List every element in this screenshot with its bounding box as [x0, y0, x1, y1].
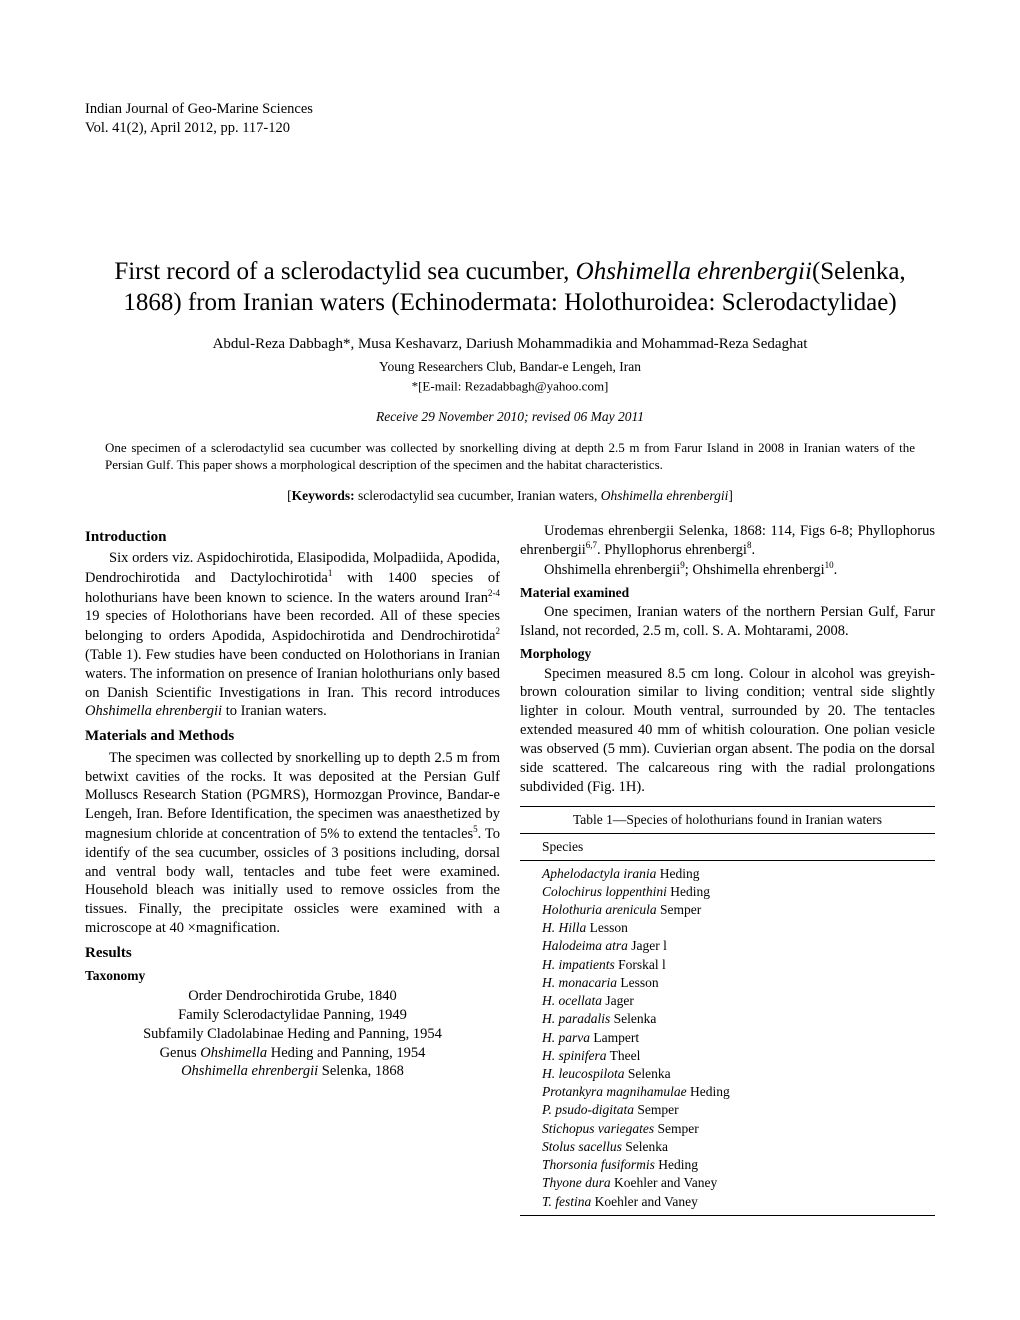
taxonomy-line-1: Order Dendrochirotida Grube, 1840: [85, 987, 500, 1006]
synonymy-text-2: Ohshimella ehrenbergii9; Ohshimella ehre…: [520, 560, 935, 580]
table-row: H. spinifera Theel: [542, 1047, 935, 1065]
table-row: H. ocellata Jager: [542, 992, 935, 1010]
table-row: Thyone dura Koehler and Vaney: [542, 1174, 935, 1192]
table-row: Halodeima atra Jager l: [542, 937, 935, 955]
paper-title: First record of a sclerodactylid sea cuc…: [85, 256, 935, 319]
introduction-text: Six orders viz. Aspidochirotida, Elasipo…: [85, 549, 500, 721]
table-row: H. monacaria Lesson: [542, 974, 935, 992]
dates: Receive 29 November 2010; revised 06 May…: [85, 409, 935, 425]
journal-volume: Vol. 41(2), April 2012, pp. 117-120: [85, 119, 935, 138]
introduction-heading: Introduction: [85, 528, 500, 548]
content-columns: Introduction Six orders viz. Aspidochiro…: [85, 522, 935, 1216]
table-body: Aphelodactyla irania HedingColochirus lo…: [520, 861, 935, 1215]
table-row: H. leucospilota Selenka: [542, 1065, 935, 1083]
taxonomy-line-3: Subfamily Cladolabinae Heding and Pannin…: [85, 1025, 500, 1044]
left-column: Introduction Six orders viz. Aspidochiro…: [85, 522, 500, 1216]
journal-info: Indian Journal of Geo-Marine Sciences Vo…: [85, 100, 935, 138]
table-header: Species: [520, 834, 935, 861]
journal-name: Indian Journal of Geo-Marine Sciences: [85, 100, 935, 119]
table-row: Aphelodactyla irania Heding: [542, 865, 935, 883]
table-row: Stolus sacellus Selenka: [542, 1138, 935, 1156]
email: *[E-mail: Rezadabbagh@yahoo.com]: [85, 377, 935, 394]
keywords: [Keywords: sclerodactylid sea cucumber, …: [85, 488, 935, 504]
morphology-heading: Morphology: [520, 645, 935, 663]
table-row: Protankyra magnihamulae Heding: [542, 1083, 935, 1101]
table-row: T. festina Koehler and Vaney: [542, 1193, 935, 1211]
table-row: H. Hilla Lesson: [542, 919, 935, 937]
morphology-text: Specimen measured 8.5 cm long. Colour in…: [520, 665, 935, 797]
table-row: Holothuria arenicula Semper: [542, 901, 935, 919]
synonymy-text: Urodemas ehrenbergii Selenka, 1868: 114,…: [520, 522, 935, 561]
materials-text: The specimen was collected by snorkellin…: [85, 749, 500, 938]
authors: Abdul-Reza Dabbagh*, Musa Keshavarz, Dar…: [85, 336, 935, 353]
taxonomy-line-2: Family Sclerodactylidae Panning, 1949: [85, 1006, 500, 1025]
table-row: H. paradalis Selenka: [542, 1010, 935, 1028]
taxonomy-heading: Taxonomy: [85, 967, 500, 985]
table-row: P. psudo-digitata Semper: [542, 1101, 935, 1119]
results-heading: Results: [85, 944, 500, 964]
taxonomy-line-5: Ohshimella ehrenbergii Selenka, 1868: [85, 1062, 500, 1081]
table-title: Table 1—Species of holothurians found in…: [520, 807, 935, 834]
abstract: One specimen of a sclerodactylid sea cuc…: [105, 439, 915, 474]
taxonomy-line-4: Genus Ohshimella Heding and Panning, 195…: [85, 1044, 500, 1063]
right-column: Urodemas ehrenbergii Selenka, 1868: 114,…: [520, 522, 935, 1216]
affiliation: Young Researchers Club, Bandar-e Lengeh,…: [85, 359, 935, 375]
table-row: H. impatients Forskal l: [542, 956, 935, 974]
table-row: H. parva Lampert: [542, 1029, 935, 1047]
material-examined-text: One specimen, Iranian waters of the nort…: [520, 603, 935, 641]
table-row: Stichopus variegates Semper: [542, 1120, 935, 1138]
table-row: Colochirus loppenthini Heding: [542, 883, 935, 901]
material-examined-heading: Material examined: [520, 584, 935, 602]
table-row: Thorsonia fusiformis Heding: [542, 1156, 935, 1174]
species-table: Table 1—Species of holothurians found in…: [520, 806, 935, 1215]
materials-heading: Materials and Methods: [85, 727, 500, 747]
